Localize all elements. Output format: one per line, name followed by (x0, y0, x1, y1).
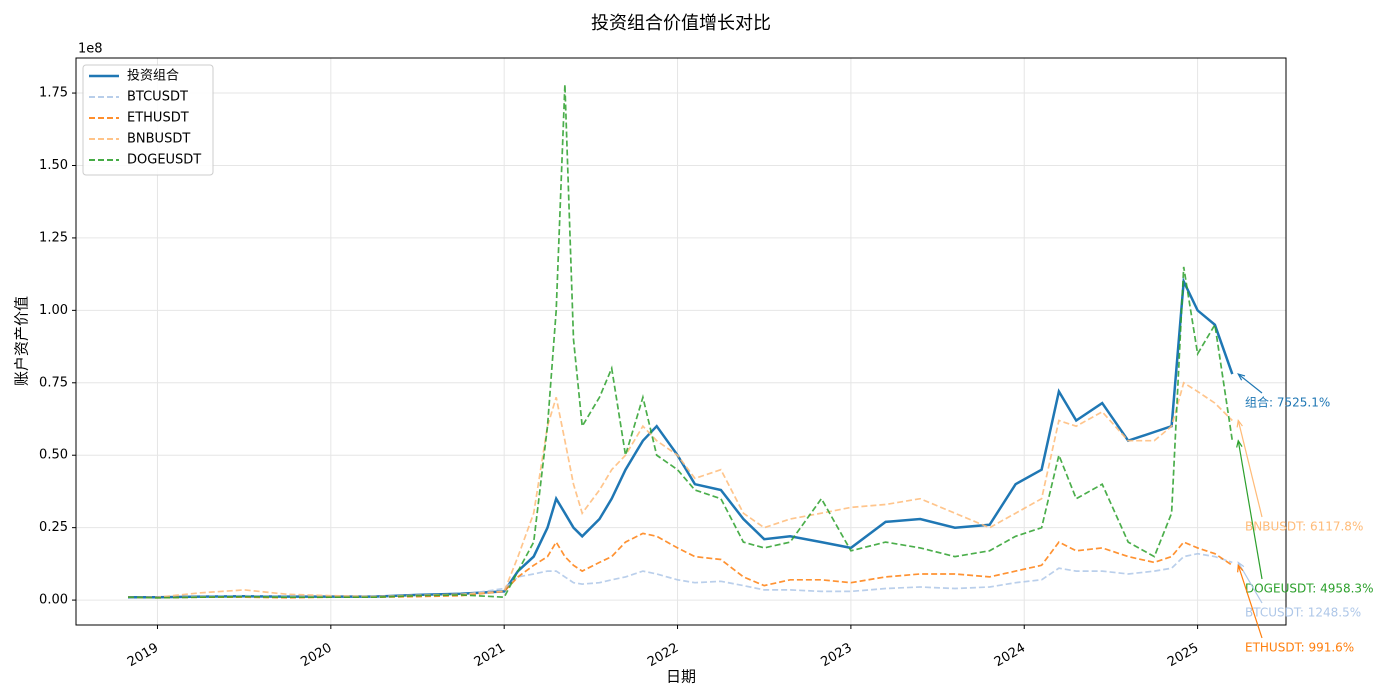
annotation-arrowhead (1237, 563, 1244, 573)
y-tick-label: 0.25 (39, 520, 68, 535)
legend-label: DOGEUSDT (127, 153, 201, 168)
chart-title: 投资组合价值增长对比 (591, 13, 771, 34)
annotation-label: ETHUSDT: 991.6% (1245, 641, 1354, 655)
annotation-label: DOGEUSDT: 4958.3% (1245, 582, 1373, 596)
y-tick-label: 0.50 (39, 448, 68, 463)
legend-label: BNBUSDT (127, 132, 190, 147)
annotation-arrow (1237, 373, 1263, 394)
legend-box (82, 64, 214, 176)
y-tick-label: 1.75 (39, 86, 68, 101)
annotation-arrow (1237, 420, 1263, 518)
legend: 投资组合 BTCUSDT ETHUSDT BNBUSDT DOGEUSDT (82, 64, 214, 176)
y-tick-label: 1.25 (39, 230, 68, 245)
plot-frame (75, 57, 1287, 626)
annotation-arrowhead (1237, 373, 1246, 381)
annotation-label: BTCUSDT: 1248.5% (1245, 606, 1361, 620)
legend-label: ETHUSDT (127, 111, 189, 126)
y-offset-label: 1e8 (78, 42, 103, 57)
x-axis-label: 日期 (666, 668, 696, 686)
annotation-label: BNBUSDT: 6117.8% (1245, 520, 1363, 534)
annotation-arrowhead (1236, 418, 1243, 428)
annotation-arrowhead (1236, 439, 1243, 448)
y-tick-label: 0.75 (39, 375, 68, 390)
series-line (127, 84, 1234, 599)
y-tick-label: 0.00 (39, 593, 68, 608)
y-tick-label: 1.00 (39, 303, 68, 318)
y-tick-label: 1.50 (39, 158, 68, 173)
y-axis-label: 账户资产价值 (13, 296, 31, 386)
annotation-arrow (1237, 440, 1263, 580)
annotation-label: 组合: 7525.1% (1245, 395, 1330, 410)
legend-label: 投资组合 (127, 68, 179, 84)
annotation-arrow (1237, 565, 1263, 639)
legend-label: BTCUSDT (127, 90, 188, 105)
